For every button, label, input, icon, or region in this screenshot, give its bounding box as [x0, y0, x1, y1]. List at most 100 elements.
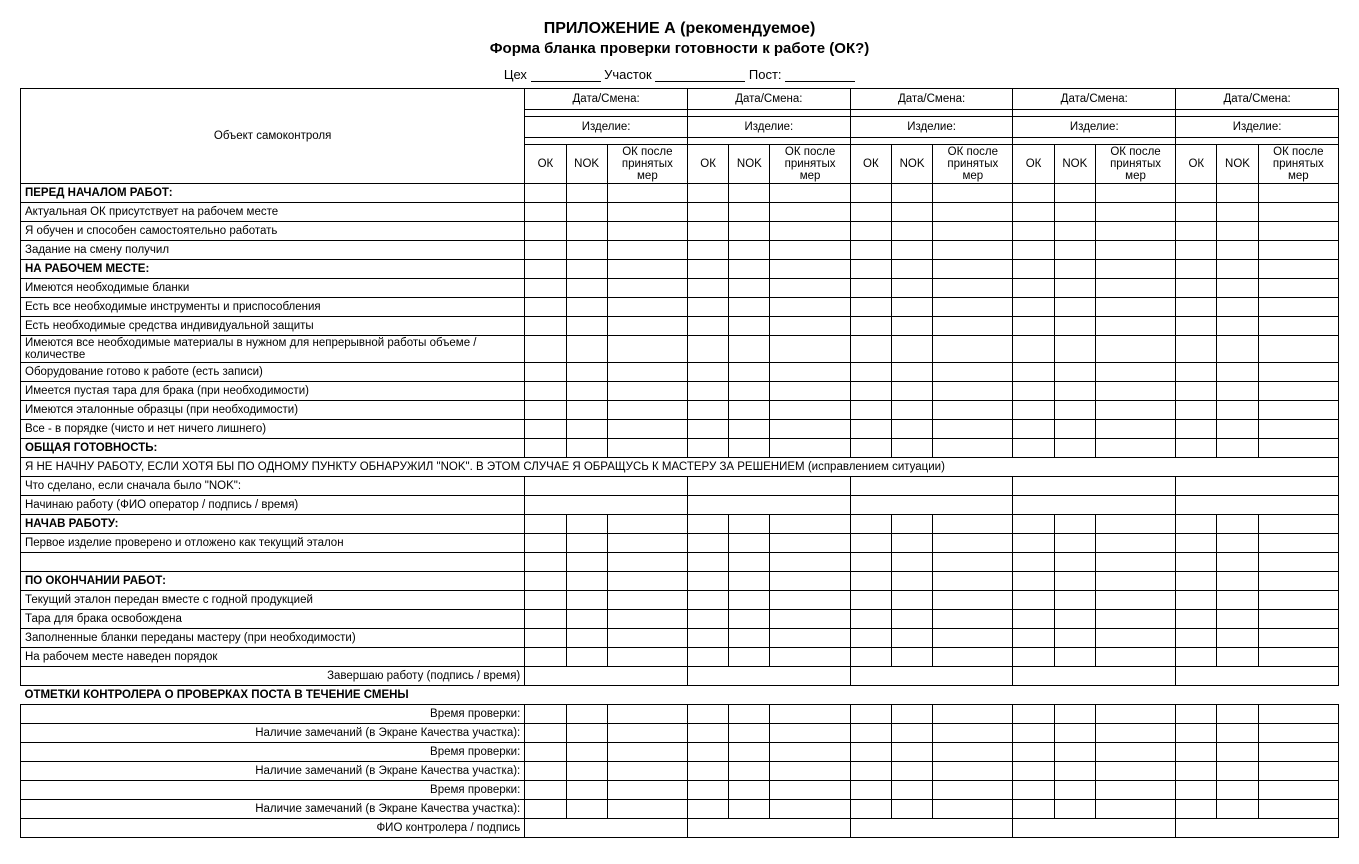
cell[interactable]	[607, 336, 687, 363]
cell[interactable]	[1013, 591, 1054, 610]
cell[interactable]	[687, 762, 728, 781]
cell[interactable]	[729, 260, 770, 279]
cell[interactable]	[687, 222, 728, 241]
cell[interactable]	[1054, 420, 1095, 439]
cell[interactable]	[933, 298, 1013, 317]
cell[interactable]	[1054, 762, 1095, 781]
cell[interactable]	[566, 534, 607, 553]
cell[interactable]	[1095, 363, 1175, 382]
cell[interactable]	[607, 610, 687, 629]
cell[interactable]	[687, 317, 728, 336]
cell[interactable]	[770, 800, 850, 819]
cell[interactable]	[729, 572, 770, 591]
cell[interactable]	[1176, 496, 1339, 515]
cell[interactable]	[566, 184, 607, 203]
cell[interactable]	[891, 705, 932, 724]
cell[interactable]	[770, 439, 850, 458]
cell[interactable]	[525, 572, 566, 591]
cell[interactable]	[1095, 260, 1175, 279]
cell[interactable]	[1013, 819, 1176, 838]
cell[interactable]	[1217, 401, 1258, 420]
cell[interactable]	[1054, 705, 1095, 724]
cell[interactable]	[687, 724, 728, 743]
cell[interactable]	[1013, 477, 1176, 496]
cell[interactable]	[607, 648, 687, 667]
cell[interactable]	[1217, 439, 1258, 458]
cell[interactable]	[566, 800, 607, 819]
cell[interactable]	[1217, 515, 1258, 534]
cell[interactable]	[687, 336, 728, 363]
cell[interactable]	[566, 591, 607, 610]
cell[interactable]	[850, 382, 891, 401]
cell[interactable]	[525, 298, 566, 317]
cell[interactable]	[1013, 279, 1054, 298]
cell[interactable]	[770, 184, 850, 203]
cell[interactable]	[1013, 203, 1054, 222]
cell[interactable]	[525, 534, 566, 553]
cell[interactable]	[1258, 298, 1338, 317]
cell[interactable]	[1095, 629, 1175, 648]
cell[interactable]	[850, 762, 891, 781]
cell[interactable]	[1217, 241, 1258, 260]
cell[interactable]	[525, 553, 566, 572]
cell[interactable]	[1054, 184, 1095, 203]
cell[interactable]	[1054, 515, 1095, 534]
cell[interactable]	[850, 222, 891, 241]
workshop-blank[interactable]	[531, 69, 601, 82]
cell[interactable]	[933, 762, 1013, 781]
cell[interactable]	[891, 781, 932, 800]
cell[interactable]	[1095, 317, 1175, 336]
post-blank[interactable]	[785, 69, 855, 82]
cell[interactable]	[891, 629, 932, 648]
cell[interactable]	[1095, 534, 1175, 553]
cell[interactable]	[729, 534, 770, 553]
cell[interactable]	[525, 420, 566, 439]
cell[interactable]	[1217, 572, 1258, 591]
cell[interactable]	[566, 705, 607, 724]
cell[interactable]	[729, 439, 770, 458]
cell[interactable]	[687, 279, 728, 298]
cell[interactable]	[933, 743, 1013, 762]
cell[interactable]	[1054, 572, 1095, 591]
cell[interactable]	[1013, 648, 1054, 667]
cell[interactable]	[933, 401, 1013, 420]
cell[interactable]	[891, 317, 932, 336]
cell[interactable]	[566, 363, 607, 382]
cell[interactable]	[525, 477, 688, 496]
cell[interactable]	[1054, 743, 1095, 762]
cell[interactable]	[1258, 184, 1338, 203]
cell[interactable]	[850, 629, 891, 648]
cell[interactable]	[687, 819, 850, 838]
cell[interactable]	[933, 781, 1013, 800]
cell[interactable]	[1217, 260, 1258, 279]
cell[interactable]	[770, 317, 850, 336]
cell[interactable]	[687, 591, 728, 610]
cell[interactable]	[607, 534, 687, 553]
cell[interactable]	[891, 298, 932, 317]
cell[interactable]	[607, 260, 687, 279]
cell[interactable]	[1095, 184, 1175, 203]
cell[interactable]	[1258, 382, 1338, 401]
cell[interactable]	[891, 363, 932, 382]
cell[interactable]	[850, 336, 891, 363]
cell[interactable]	[687, 667, 850, 686]
cell[interactable]	[1217, 724, 1258, 743]
cell[interactable]	[1095, 553, 1175, 572]
cell[interactable]	[1013, 439, 1054, 458]
cell[interactable]	[525, 241, 566, 260]
cell[interactable]	[687, 401, 728, 420]
cell[interactable]	[933, 648, 1013, 667]
cell[interactable]	[1013, 420, 1054, 439]
cell[interactable]	[1176, 648, 1217, 667]
cell[interactable]	[1176, 515, 1217, 534]
section-blank[interactable]	[655, 69, 745, 82]
cell[interactable]	[1095, 762, 1175, 781]
cell[interactable]	[1258, 439, 1338, 458]
cell[interactable]	[850, 260, 891, 279]
cell[interactable]	[933, 382, 1013, 401]
cell[interactable]	[1176, 629, 1217, 648]
cell[interactable]	[1054, 241, 1095, 260]
cell[interactable]	[687, 534, 728, 553]
cell[interactable]	[607, 553, 687, 572]
cell[interactable]	[1176, 534, 1217, 553]
